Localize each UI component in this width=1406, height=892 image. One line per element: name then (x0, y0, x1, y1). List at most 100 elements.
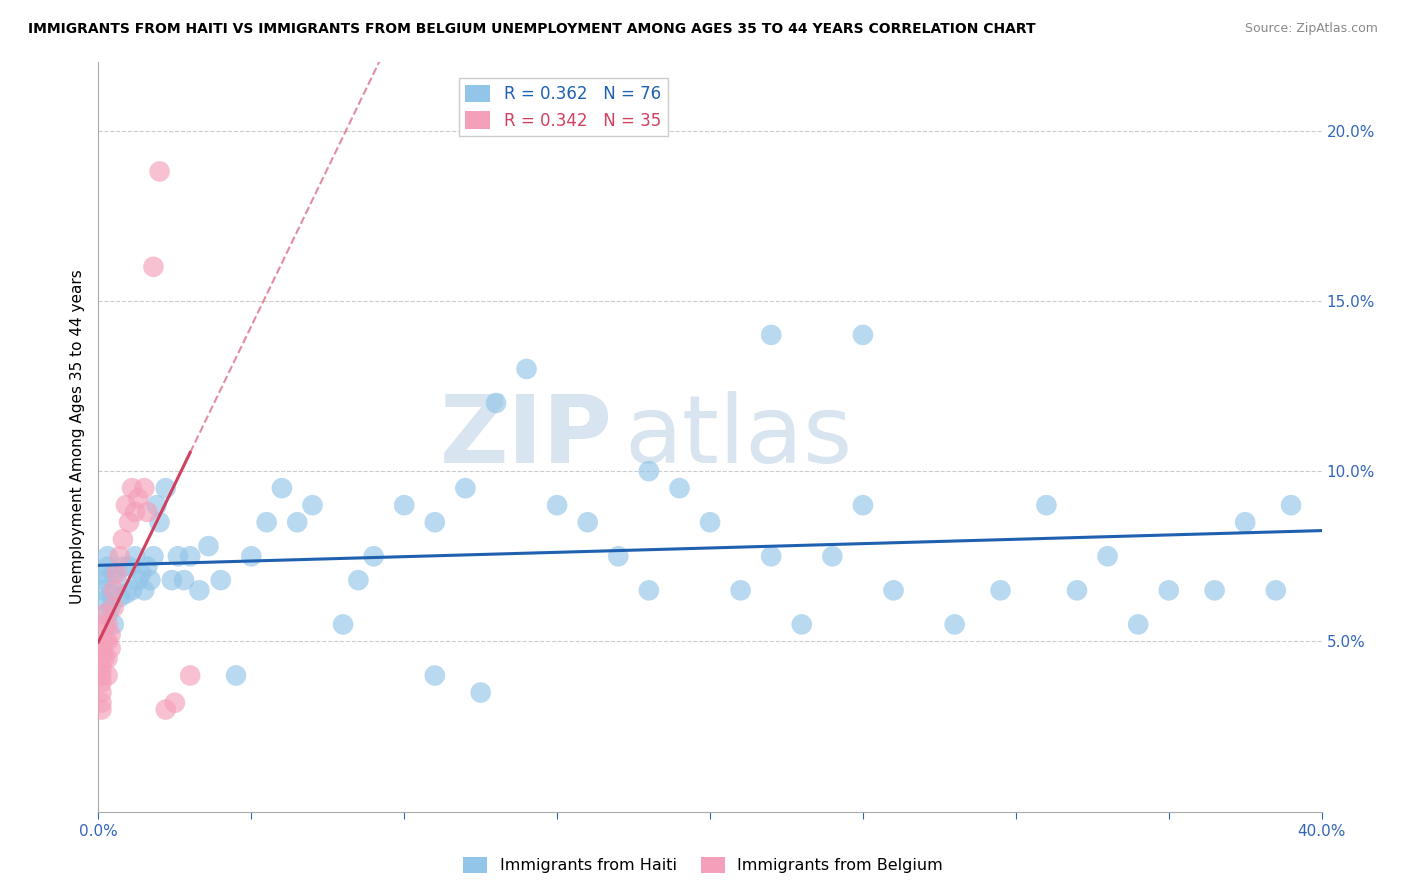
Point (93, 593, 115, 607)
Point (134, 481, 156, 495)
Point (90, 702, 112, 716)
Point (118, 559, 141, 574)
Point (1234, 515, 1257, 529)
Point (105, 566, 128, 581)
Point (97, 549, 120, 564)
Point (790, 617, 813, 632)
Point (637, 464, 661, 478)
Point (990, 583, 1012, 598)
Y-axis label: Unemployment Among Ages 35 to 44 years: Unemployment Among Ages 35 to 44 years (69, 269, 84, 605)
Point (423, 668, 446, 682)
Point (108, 590, 131, 604)
Point (637, 583, 661, 598)
Point (454, 481, 477, 495)
Point (759, 327, 782, 342)
Point (301, 498, 323, 512)
Point (179, 668, 201, 682)
Point (127, 491, 149, 506)
Point (163, 696, 186, 710)
Point (209, 573, 232, 587)
Point (142, 260, 165, 274)
Point (179, 549, 201, 564)
Point (285, 515, 308, 529)
Point (100, 587, 122, 601)
Point (90, 668, 112, 682)
Point (103, 583, 125, 598)
Point (97, 559, 120, 574)
Point (1157, 583, 1180, 598)
Point (188, 583, 211, 598)
Point (155, 481, 177, 495)
Point (93, 617, 115, 632)
Point (1128, 617, 1150, 632)
Point (121, 481, 143, 495)
Point (127, 573, 149, 587)
Point (1279, 498, 1302, 512)
Text: IMMIGRANTS FROM HAITI VS IMMIGRANTS FROM BELGIUM UNEMPLOYMENT AMONG AGES 35 TO 4: IMMIGRANTS FROM HAITI VS IMMIGRANTS FROM… (28, 22, 1036, 37)
Point (256, 515, 278, 529)
Point (149, 515, 172, 529)
Legend: R = 0.362   N = 76, R = 0.342   N = 35: R = 0.362 N = 76, R = 0.342 N = 35 (458, 78, 668, 136)
Point (93, 651, 115, 665)
Point (363, 549, 385, 564)
Point (225, 668, 247, 682)
Point (485, 396, 508, 410)
Point (97, 617, 120, 632)
Point (883, 583, 905, 598)
Point (108, 549, 131, 564)
Point (173, 573, 195, 587)
Point (142, 549, 165, 564)
Point (100, 627, 122, 641)
Point (546, 498, 568, 512)
Legend: Immigrants from Haiti, Immigrants from Belgium: Immigrants from Haiti, Immigrants from B… (457, 850, 949, 880)
Point (516, 362, 538, 376)
Point (197, 539, 219, 553)
Point (470, 685, 492, 699)
Point (730, 583, 752, 598)
Point (90, 675, 112, 690)
Point (115, 498, 138, 512)
Point (121, 583, 143, 598)
Point (1264, 583, 1286, 598)
Point (90, 651, 112, 665)
Text: Source: ZipAtlas.com: Source: ZipAtlas.com (1244, 22, 1378, 36)
Point (136, 559, 159, 574)
Point (111, 533, 134, 547)
Text: ZIP: ZIP (439, 391, 612, 483)
Point (90, 685, 112, 699)
Point (699, 515, 721, 529)
Point (423, 515, 446, 529)
Point (93, 607, 115, 622)
Point (124, 505, 146, 519)
Point (607, 549, 630, 564)
Point (105, 573, 128, 587)
Point (1204, 583, 1226, 598)
Point (129, 566, 152, 581)
Point (167, 549, 190, 564)
Point (90, 696, 112, 710)
Point (759, 549, 782, 564)
Point (134, 583, 156, 598)
Point (1097, 549, 1119, 564)
Text: atlas: atlas (624, 391, 852, 483)
Point (1066, 583, 1088, 598)
Point (347, 573, 370, 587)
Point (90, 641, 112, 656)
Point (943, 617, 966, 632)
Point (118, 515, 141, 529)
Point (852, 498, 875, 512)
Point (155, 702, 177, 716)
Point (160, 573, 183, 587)
Point (332, 617, 354, 632)
Point (821, 549, 844, 564)
Point (103, 600, 125, 615)
Point (97, 634, 120, 648)
Point (576, 515, 599, 529)
Point (240, 549, 263, 564)
Point (97, 651, 120, 665)
Point (93, 634, 115, 648)
Point (852, 327, 875, 342)
Point (100, 641, 122, 656)
Point (139, 573, 162, 587)
Point (100, 600, 122, 615)
